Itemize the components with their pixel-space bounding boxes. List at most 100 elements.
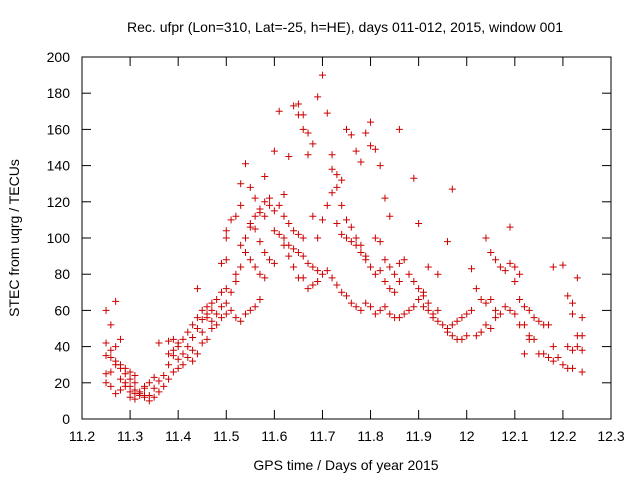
data-point-marker xyxy=(357,241,365,249)
x-tick-label: 12.3 xyxy=(597,428,624,444)
data-point-marker xyxy=(304,285,312,293)
data-point-marker xyxy=(506,306,514,314)
data-point-marker xyxy=(184,343,192,351)
data-point-marker xyxy=(116,386,124,394)
x-tick-label: 12.1 xyxy=(501,428,528,444)
data-point-marker xyxy=(386,285,394,293)
data-point-marker xyxy=(314,93,322,101)
data-point-marker xyxy=(516,296,524,304)
data-point-marker xyxy=(343,125,350,133)
data-point-marker xyxy=(525,332,533,340)
data-point-marker xyxy=(477,328,485,336)
data-point-marker xyxy=(227,306,235,314)
data-point-marker xyxy=(381,277,389,285)
data-point-marker xyxy=(333,281,341,289)
data-point-marker xyxy=(165,375,173,383)
data-point-marker xyxy=(386,310,394,318)
data-point-marker xyxy=(400,256,408,264)
data-point-marker xyxy=(347,238,355,246)
data-point-marker xyxy=(376,238,384,246)
data-point-marker xyxy=(242,248,250,256)
data-point-marker xyxy=(121,364,129,372)
data-point-marker xyxy=(395,277,403,285)
data-point-marker xyxy=(391,288,399,296)
data-point-marker xyxy=(386,263,394,271)
data-point-marker xyxy=(261,212,269,220)
data-point-marker xyxy=(564,292,572,300)
data-point-marker xyxy=(371,270,379,278)
data-point-marker xyxy=(256,238,264,246)
data-point-marker xyxy=(116,361,124,369)
data-point-marker xyxy=(165,337,173,345)
data-point-marker xyxy=(198,306,206,314)
data-point-marker xyxy=(251,263,259,271)
data-point-marker xyxy=(270,147,278,155)
data-point-marker xyxy=(415,296,423,304)
data-point-marker xyxy=(222,256,230,264)
data-point-marker xyxy=(165,350,173,358)
data-point-marker xyxy=(270,207,278,215)
x-tick-label: 11.5 xyxy=(213,428,239,444)
data-point-marker xyxy=(155,339,163,347)
data-point-marker xyxy=(290,102,298,110)
data-point-marker xyxy=(107,321,115,329)
data-point-marker xyxy=(559,361,567,369)
data-point-marker xyxy=(198,339,206,347)
data-point-marker xyxy=(419,288,427,296)
data-point-marker xyxy=(376,267,384,275)
data-point-marker xyxy=(217,259,225,267)
data-point-marker xyxy=(376,162,384,170)
data-point-marker xyxy=(261,198,269,206)
data-point-marker xyxy=(554,353,562,361)
data-point-marker xyxy=(549,343,557,351)
data-point-marker xyxy=(410,277,418,285)
data-point-marker xyxy=(386,212,394,220)
data-point-marker xyxy=(131,372,139,380)
data-point-marker xyxy=(501,267,509,275)
data-point-marker xyxy=(530,335,538,343)
data-point-marker xyxy=(294,100,302,108)
data-point-marker xyxy=(102,339,110,347)
data-point-marker xyxy=(112,343,120,351)
data-point-marker xyxy=(116,375,124,383)
data-point-marker xyxy=(487,248,495,256)
x-tick-label: 11.6 xyxy=(261,428,287,444)
data-point-marker xyxy=(415,220,423,228)
data-point-marker xyxy=(256,270,264,278)
data-point-marker xyxy=(578,314,586,322)
data-point-marker xyxy=(290,245,298,253)
data-point-marker xyxy=(203,335,211,343)
data-point-marker xyxy=(261,274,269,282)
data-point-marker xyxy=(487,325,495,332)
data-point-marker xyxy=(155,377,163,385)
data-point-marker xyxy=(367,118,375,126)
data-point-marker xyxy=(506,223,514,231)
data-point-marker xyxy=(516,321,524,329)
data-point-marker xyxy=(578,346,586,354)
data-point-marker xyxy=(511,277,519,285)
data-point-marker xyxy=(251,212,259,220)
data-point-marker xyxy=(217,314,225,322)
data-point-marker xyxy=(275,201,283,209)
data-point-marker xyxy=(251,303,259,311)
data-point-marker xyxy=(333,183,341,191)
data-point-marker xyxy=(208,325,216,332)
data-point-marker xyxy=(357,306,365,314)
data-point-marker xyxy=(333,220,341,228)
data-point-marker xyxy=(169,335,177,343)
data-point-marker xyxy=(294,274,302,282)
data-points xyxy=(102,71,586,405)
data-point-marker xyxy=(280,212,288,220)
data-point-marker xyxy=(347,131,355,139)
data-point-marker xyxy=(174,364,182,372)
data-point-marker xyxy=(102,379,110,387)
data-point-marker xyxy=(347,223,355,231)
y-tick-label: 120 xyxy=(47,194,71,210)
data-point-marker xyxy=(193,325,201,332)
data-point-marker xyxy=(232,277,240,285)
data-point-marker xyxy=(189,357,197,365)
data-point-marker xyxy=(141,382,149,390)
data-point-marker xyxy=(371,310,379,318)
y-tick-label: 140 xyxy=(47,158,71,174)
data-point-marker xyxy=(121,379,129,387)
